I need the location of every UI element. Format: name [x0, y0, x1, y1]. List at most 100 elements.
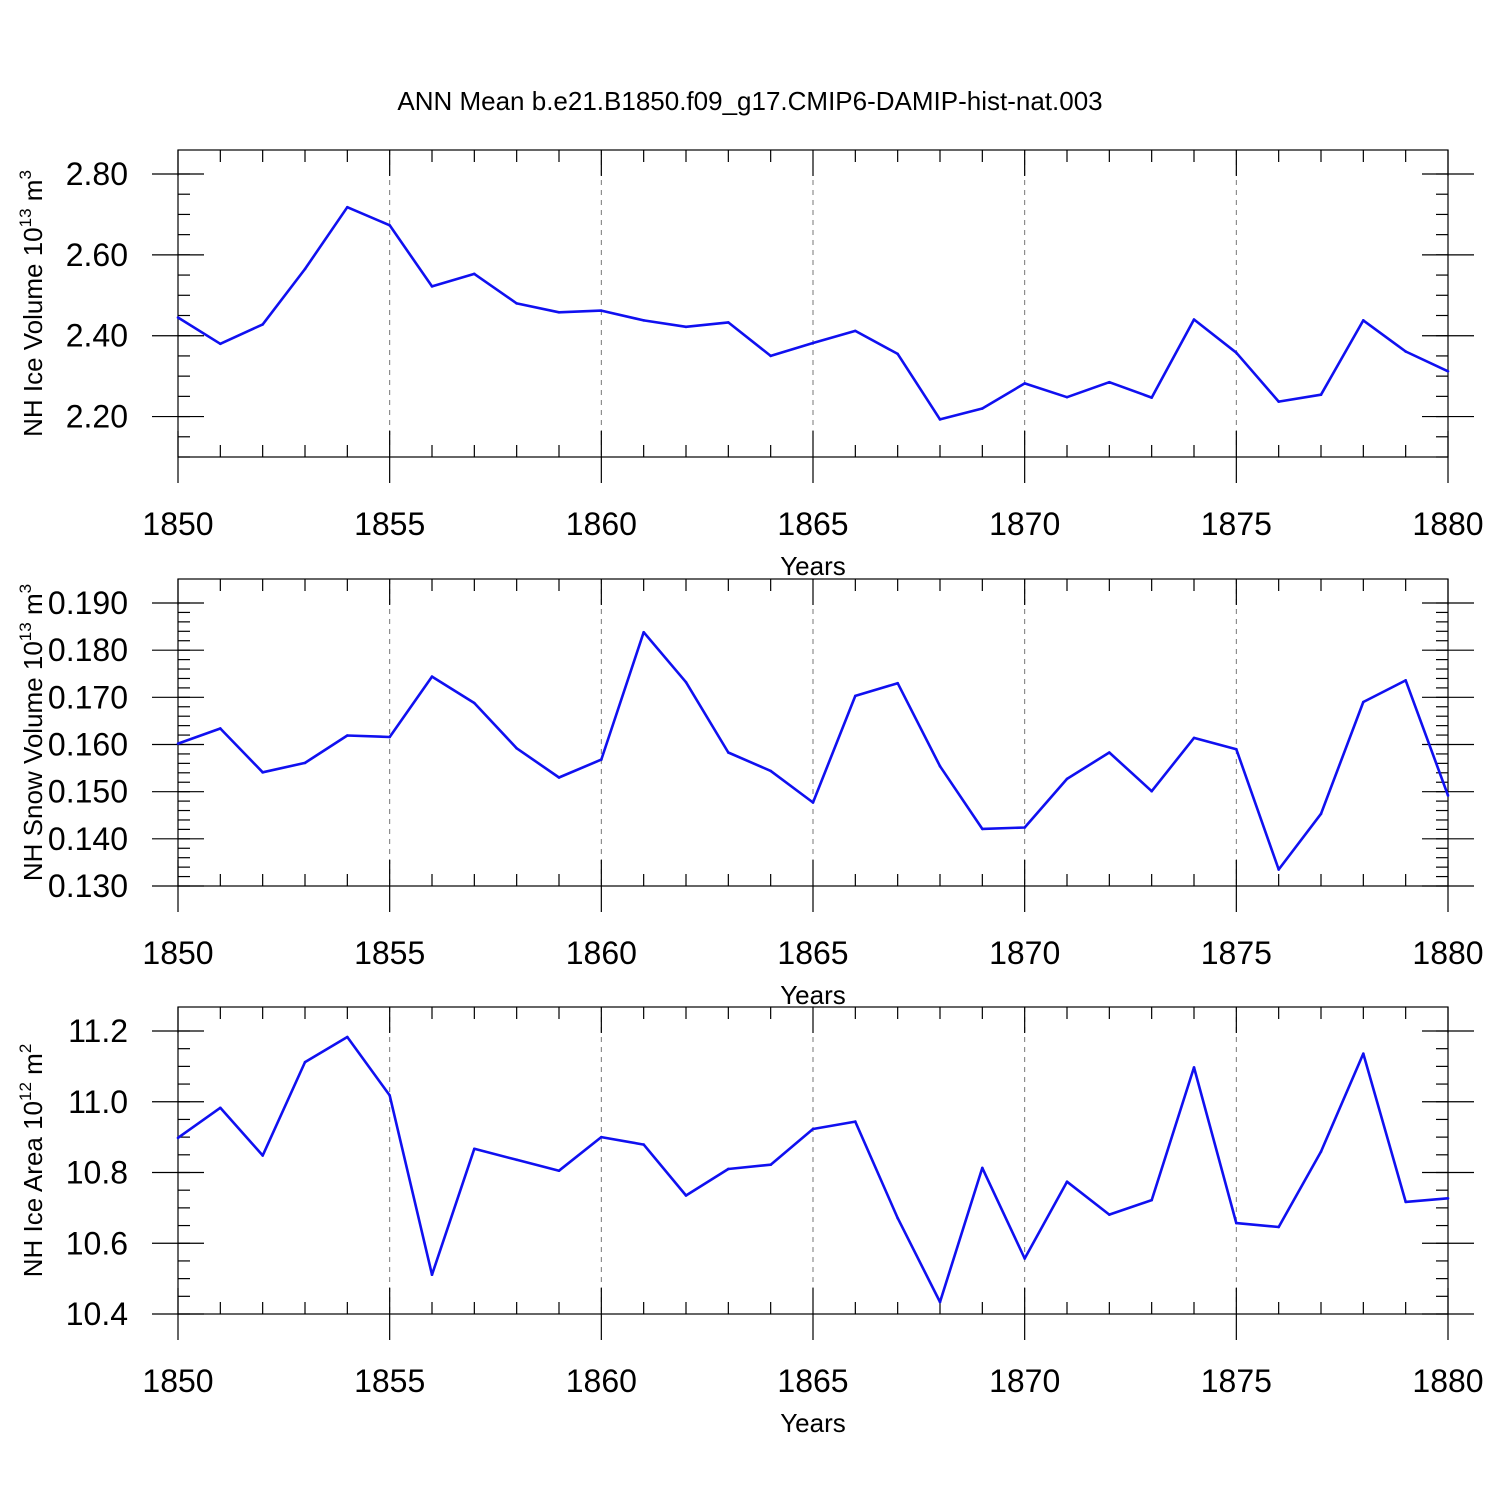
data-point: [515, 302, 518, 305]
data-point: [388, 735, 391, 739]
data-point: [1404, 679, 1407, 682]
data-point: [1150, 1198, 1153, 1202]
y-tick-label: 0.190: [48, 585, 128, 621]
data-point: [981, 827, 984, 831]
data-point: [938, 418, 942, 421]
y-axis-label-superscript: 3: [16, 584, 35, 593]
x-tick-label: 1855: [354, 1363, 425, 1399]
data-point: [346, 205, 349, 209]
x-tick-label: 1875: [1201, 935, 1272, 971]
y-axis-label: NH Ice Area 1012 m2: [16, 1044, 48, 1278]
x-tick-label: 1870: [989, 1363, 1060, 1399]
y-axis-label: NH Snow Volume 1013 m3: [16, 584, 48, 881]
x-tick-label: 1880: [1412, 506, 1483, 542]
x-tick-label: 1875: [1201, 1363, 1272, 1399]
data-point: [1319, 393, 1323, 397]
y-tick-label: 10.4: [66, 1296, 128, 1332]
data-point: [219, 342, 222, 346]
data-point: [600, 309, 603, 312]
x-tick-label: 1855: [354, 506, 425, 542]
x-tick-label: 1865: [777, 506, 848, 542]
data-point: [261, 771, 264, 774]
data-point: [1446, 369, 1450, 373]
data-point: [854, 694, 857, 698]
data-point: [1235, 351, 1238, 354]
data-point: [346, 734, 349, 737]
y-axis-label-text: m: [18, 1053, 48, 1082]
data-point: [1065, 1180, 1069, 1183]
data-point: [557, 310, 561, 314]
y-axis-label-superscript: 3: [16, 170, 35, 179]
data-point: [1065, 395, 1069, 399]
data-point: [684, 680, 688, 684]
data-point: [896, 1216, 899, 1220]
x-tick-label: 1865: [777, 1363, 848, 1399]
data-point: [219, 727, 222, 730]
y-tick-label: 0.130: [48, 868, 128, 904]
data-point: [176, 316, 180, 319]
chart-title: ANN Mean b.e21.B1850.f09_g17.CMIP6-DAMIP…: [397, 86, 1102, 116]
data-point: [473, 272, 476, 276]
data-point: [1023, 826, 1026, 829]
x-tick-label: 1850: [142, 506, 213, 542]
x-tick-label: 1880: [1412, 1363, 1483, 1399]
data-point: [261, 323, 264, 326]
y-tick-label: 2.80: [66, 156, 128, 192]
data-point: [1446, 794, 1450, 797]
y-tick-label: 0.170: [48, 679, 128, 715]
data-point: [346, 1035, 349, 1039]
data-point: [769, 769, 772, 773]
data-point: [303, 761, 307, 765]
data-point: [684, 325, 688, 329]
x-tick-label: 1870: [989, 935, 1060, 971]
data-point: [176, 1136, 180, 1140]
y-tick-label: 10.8: [66, 1155, 128, 1191]
x-tick-label: 1860: [566, 506, 637, 542]
data-point: [600, 758, 603, 761]
x-tick-label: 1865: [777, 935, 848, 971]
y-tick-label: 2.20: [66, 399, 128, 435]
data-point: [727, 751, 730, 754]
data-point: [938, 1300, 942, 1304]
data-point: [303, 1060, 307, 1064]
data-point: [557, 776, 561, 779]
data-point: [769, 1163, 772, 1167]
data-point: [1277, 400, 1280, 403]
data-point: [854, 1120, 857, 1123]
data-point: [1150, 396, 1153, 399]
x-tick-label: 1860: [566, 1363, 637, 1399]
data-point: [1362, 700, 1365, 704]
data-point: [1319, 812, 1323, 816]
data-point: [642, 630, 645, 634]
data-point: [642, 319, 645, 322]
data-point: [896, 681, 899, 685]
data-point: [1023, 1257, 1026, 1260]
x-tick-label: 1850: [142, 935, 213, 971]
data-point: [1192, 736, 1196, 740]
data-point: [1235, 1221, 1238, 1225]
data-point: [1277, 1225, 1280, 1229]
data-point: [176, 742, 180, 745]
x-axis-label: Years: [780, 980, 846, 1010]
y-tick-label: 11.2: [68, 1013, 128, 1049]
x-tick-label: 1855: [354, 935, 425, 971]
data-point: [1108, 380, 1111, 384]
data-point: [1235, 747, 1238, 751]
data-point: [303, 267, 307, 271]
data-point: [981, 407, 984, 410]
data-point: [938, 764, 942, 768]
data-point: [1192, 1066, 1196, 1069]
data-point: [1404, 350, 1407, 353]
x-axis-label: Years: [780, 1408, 846, 1438]
y-axis-label-text: m: [18, 180, 48, 209]
x-tick-label: 1860: [566, 935, 637, 971]
data-point: [515, 746, 518, 750]
x-tick-label: 1870: [989, 506, 1060, 542]
data-point: [1108, 751, 1111, 754]
data-point: [1065, 777, 1069, 781]
data-point: [219, 1106, 222, 1110]
data-point: [981, 1166, 984, 1170]
y-tick-label: 0.160: [48, 727, 128, 763]
data-point: [727, 1167, 730, 1171]
